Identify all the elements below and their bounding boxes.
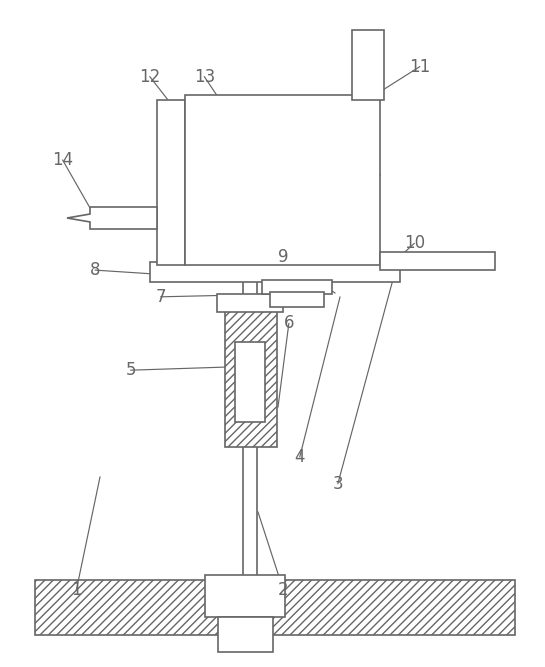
Bar [235,342,265,422]
Polygon shape [67,207,157,229]
Bar [218,617,273,652]
Text: 3: 3 [332,475,343,492]
Text: 8: 8 [90,261,101,279]
Text: 12: 12 [140,68,160,85]
Text: 4: 4 [294,448,305,466]
Bar [243,187,257,617]
Bar [205,575,285,617]
Text: 6: 6 [283,315,294,332]
Bar [217,294,283,312]
Bar [185,95,380,265]
Bar [35,580,515,635]
Text: 11: 11 [409,58,430,75]
Text: 10: 10 [404,235,425,252]
Text: 14: 14 [52,151,73,169]
Text: 5: 5 [125,362,136,379]
Bar [270,292,324,307]
Text: 13: 13 [194,68,215,85]
Bar [225,307,277,447]
Bar [262,280,332,294]
Text: 2: 2 [278,582,289,599]
Bar [352,30,384,100]
Text: 1: 1 [71,582,82,599]
Bar [157,100,185,265]
Bar [150,262,400,282]
Text: 9: 9 [278,248,289,265]
Text: 7: 7 [155,288,166,305]
Bar [380,252,495,270]
